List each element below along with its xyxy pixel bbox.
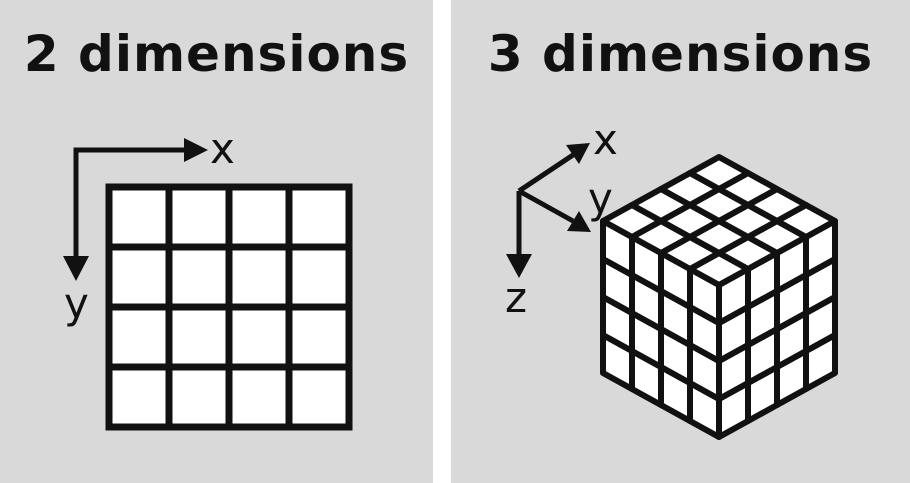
y-arrowhead-2d <box>63 256 89 281</box>
z-arrowhead-3d <box>506 254 532 278</box>
y-arrowhead-3d <box>567 211 591 232</box>
grid-2d <box>105 183 353 431</box>
cube-top-face-cell <box>687 154 751 192</box>
axes-2d: x y <box>63 124 235 328</box>
axes-3d: x y z <box>505 115 618 322</box>
cube-3d <box>600 154 838 440</box>
x-arrowhead-2d <box>184 138 208 162</box>
x-axis-label-3d: x <box>593 115 618 164</box>
axis-2d-lines <box>73 147 186 258</box>
panel-2d: 2 dimensions x y <box>0 0 433 483</box>
diagram-2d: x y <box>63 124 353 431</box>
x-axis-label-2d: x <box>210 124 235 173</box>
x-arrowhead-3d <box>566 143 590 164</box>
title-2d: 2 dimensions <box>23 25 410 83</box>
y-axis-line-3d <box>517 188 575 224</box>
diagram-3d: x y z <box>505 115 838 440</box>
title-3d: 3 dimensions <box>487 25 874 83</box>
x-axis-line-3d <box>517 152 575 194</box>
panel-3d: 3 dimensions x y z <box>451 0 910 483</box>
y-axis-label-3d: y <box>588 174 613 223</box>
y-axis-label-2d: y <box>64 279 89 328</box>
z-axis-label-3d: z <box>505 273 527 322</box>
